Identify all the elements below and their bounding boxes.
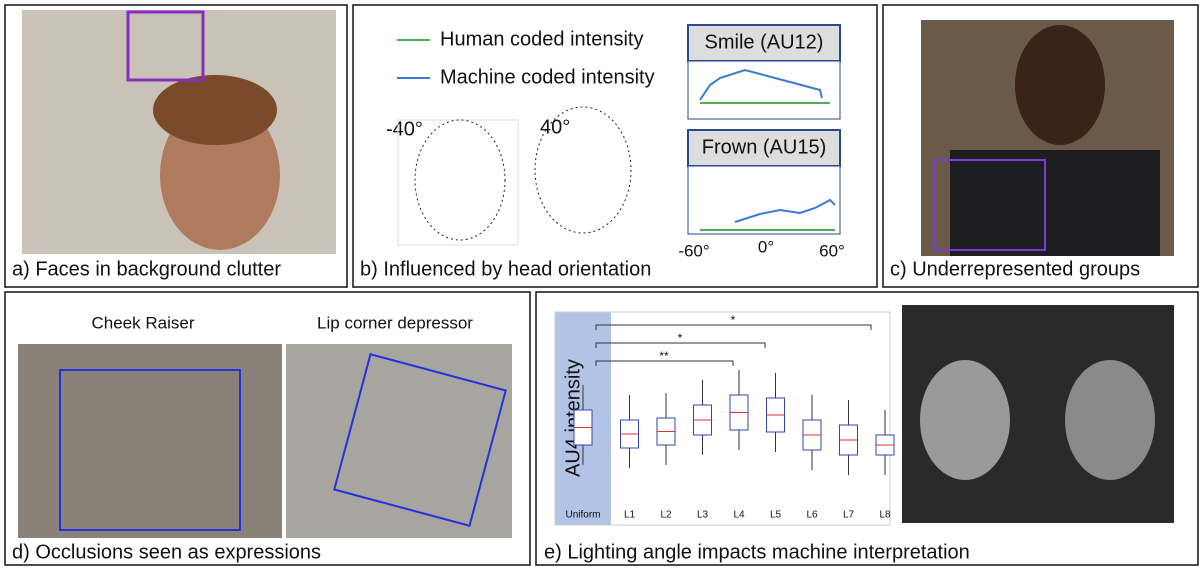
x-axis: Uniform L1 L2 L3 L4 L5 L6 L7 L8	[565, 370, 894, 521]
hair	[153, 75, 277, 145]
caption: d) Occlusions seen as expressions	[12, 541, 321, 563]
face	[1015, 25, 1105, 145]
label: Cheek Raiser	[92, 313, 195, 332]
shirt	[950, 150, 1160, 256]
x-label: 60°	[819, 241, 845, 260]
angle-label: -40°	[386, 118, 423, 140]
plot-title: Frown (AU15)	[702, 136, 826, 158]
photo	[286, 344, 512, 538]
x-tick-label: L7	[843, 510, 855, 521]
caption: c) Underrepresented groups	[890, 258, 1140, 280]
photo	[18, 344, 282, 538]
bust	[920, 360, 1010, 480]
x-tick-label: L6	[806, 510, 818, 521]
sig-mark: **	[659, 349, 669, 363]
figure: a) Faces in background clutter Human cod…	[0, 0, 1203, 570]
sig-mark: *	[678, 331, 683, 345]
plot-title: Smile (AU12)	[705, 31, 824, 53]
legend-label: Machine coded intensity	[440, 66, 655, 88]
x-label: 0°	[758, 237, 774, 256]
label: Lip corner depressor	[317, 313, 473, 332]
x-tick-label: Uniform	[565, 510, 600, 521]
x-tick-label: L2	[660, 510, 672, 521]
x-tick-label: L4	[733, 510, 745, 521]
angle-label: 40°	[540, 116, 570, 138]
bust	[1065, 360, 1155, 480]
x-tick-label: L3	[697, 510, 709, 521]
caption: b) Influenced by head orientation	[360, 258, 651, 280]
x-tick-label: L1	[624, 510, 636, 521]
sig-mark: *	[731, 313, 736, 327]
caption: e) Lighting angle impacts machine interp…	[544, 541, 970, 563]
x-tick-label: L5	[770, 510, 782, 521]
face-mesh	[415, 120, 505, 240]
legend-label: Human coded intensity	[440, 28, 643, 50]
x-label: -60°	[678, 241, 709, 260]
caption: a) Faces in background clutter	[12, 258, 281, 280]
plot-area	[688, 166, 840, 234]
x-tick-label: L8	[879, 510, 891, 521]
